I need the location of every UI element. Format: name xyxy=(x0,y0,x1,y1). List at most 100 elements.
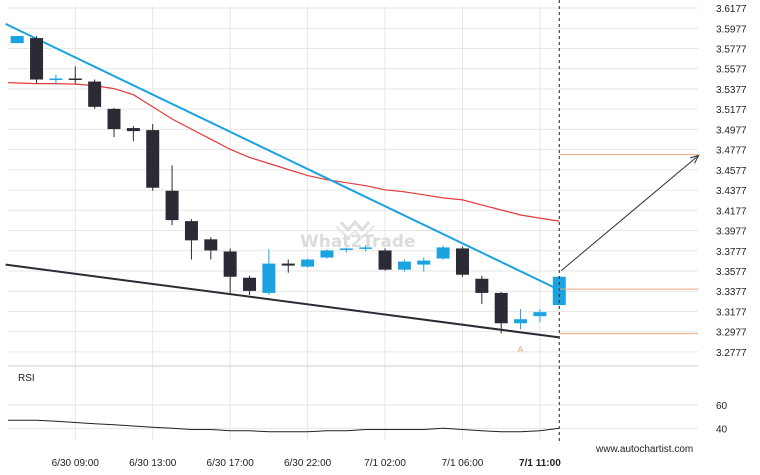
candle-body xyxy=(49,78,63,81)
price-tick-label: 3.3377 xyxy=(716,287,747,298)
bullish-candle xyxy=(301,258,315,268)
bullish-candle xyxy=(359,245,373,252)
support-trendline xyxy=(5,263,560,339)
price-tick-label: 3.4777 xyxy=(716,146,747,157)
candle-body xyxy=(126,128,140,132)
rsi-tick-label: 60 xyxy=(716,401,728,412)
candle-body xyxy=(514,319,528,324)
time-tick-label: 6/30 22:00 xyxy=(284,458,332,469)
candle-body xyxy=(417,260,431,265)
candle-body xyxy=(107,108,121,130)
bearish-candle xyxy=(494,291,508,334)
candle-body xyxy=(533,312,547,317)
resistance-trendline xyxy=(5,22,560,291)
bullish-candle xyxy=(10,36,24,44)
bearish-candle xyxy=(30,36,44,84)
candle-body xyxy=(88,81,102,107)
bullish-candle xyxy=(397,259,411,272)
bullish-candle xyxy=(514,309,528,330)
candle-body xyxy=(397,261,411,270)
candle-body xyxy=(165,190,179,221)
candle-body xyxy=(301,259,315,267)
price-tick-label: 3.3177 xyxy=(716,307,747,318)
bearish-candle xyxy=(68,66,82,84)
bullish-candle xyxy=(339,247,353,253)
time-tick-label: 6/30 09:00 xyxy=(52,458,100,469)
bearish-candle xyxy=(204,237,218,260)
bullish-candle xyxy=(49,74,63,85)
bearish-candle xyxy=(223,248,237,295)
rsi-layer xyxy=(8,419,560,433)
price-tick-label: 3.5177 xyxy=(716,105,747,116)
candle-body xyxy=(243,277,257,291)
forecast-layer xyxy=(558,0,700,444)
rsi-label: RSI xyxy=(18,373,35,384)
forecast-arrow-head-icon xyxy=(689,154,700,164)
price-tick-label: 3.2977 xyxy=(716,328,747,339)
candle-body xyxy=(68,78,82,81)
bearish-candle xyxy=(475,275,489,305)
rsi-line xyxy=(8,419,560,433)
candle-body xyxy=(223,251,237,277)
price-tick-label: 3.3577 xyxy=(716,267,747,278)
candle-body xyxy=(359,247,373,249)
bearish-candle xyxy=(184,219,198,260)
time-tick-label: 7/1 02:00 xyxy=(364,458,406,469)
bearish-candle xyxy=(165,165,179,226)
bullish-candle xyxy=(262,249,276,295)
bearish-candle xyxy=(455,246,469,277)
time-tick-label: 6/30 17:00 xyxy=(207,458,255,469)
moving-average-layer xyxy=(7,82,560,222)
trendline-layer xyxy=(5,22,560,339)
forecast-arrow-line xyxy=(560,154,699,272)
bearish-candle xyxy=(243,275,257,295)
watermark: What2Trade xyxy=(300,219,416,252)
candle-body xyxy=(184,221,198,241)
rsi-tick-label: 40 xyxy=(716,424,728,435)
credit-text: www.autochartist.com xyxy=(595,444,693,455)
candle-body xyxy=(378,250,392,270)
watermark-text: What2Trade xyxy=(300,232,416,252)
bearish-candle xyxy=(378,248,392,271)
candle-body xyxy=(339,248,353,250)
bearish-candle xyxy=(88,79,102,109)
bearish-candle xyxy=(281,259,295,273)
candle-body xyxy=(262,263,276,293)
time-axis: 6/30 09:00 6/30 13:00 6/30 17:00 6/30 22:00… xyxy=(52,458,562,469)
time-tick-label: 7/1 11:00 xyxy=(519,458,561,469)
pattern-point-a: A xyxy=(518,344,524,354)
moving-average-line xyxy=(7,82,560,222)
candle-body xyxy=(494,292,508,324)
rsi-axis: 60 40 xyxy=(716,401,728,435)
candle-body xyxy=(320,250,334,258)
price-tick-label: 3.5577 xyxy=(716,65,747,76)
candle-body xyxy=(30,38,44,80)
candle-body xyxy=(455,248,469,275)
price-tick-label: 3.6177 xyxy=(716,4,747,15)
price-tick-label: 3.3977 xyxy=(716,227,747,238)
grid-layer xyxy=(8,6,698,440)
candles-layer xyxy=(10,36,566,334)
price-tick-label: 3.5977 xyxy=(716,24,747,35)
bullish-candle xyxy=(320,249,334,259)
candle-body xyxy=(281,263,295,266)
bullish-candle xyxy=(417,257,431,272)
price-tick-label: 3.3777 xyxy=(716,247,747,258)
time-tick-label: 6/30 13:00 xyxy=(129,458,177,469)
price-tick-label: 3.4977 xyxy=(716,125,747,136)
price-tick-label: 3.4577 xyxy=(716,166,747,177)
bullish-candle xyxy=(436,245,450,260)
price-tick-label: 3.5377 xyxy=(716,85,747,96)
watermark-logo-icon xyxy=(335,219,375,240)
price-tick-label: 3.2777 xyxy=(716,348,747,359)
time-tick-label: 7/1 06:00 xyxy=(442,458,484,469)
price-tick-label: 3.4177 xyxy=(716,206,747,217)
bearish-candle xyxy=(107,107,121,138)
candle-body xyxy=(204,239,218,251)
price-tick-label: 3.4377 xyxy=(716,186,747,197)
candle-body xyxy=(10,36,24,44)
bullish-candle xyxy=(533,309,547,323)
bearish-candle xyxy=(146,124,160,191)
candle-body xyxy=(475,278,489,293)
